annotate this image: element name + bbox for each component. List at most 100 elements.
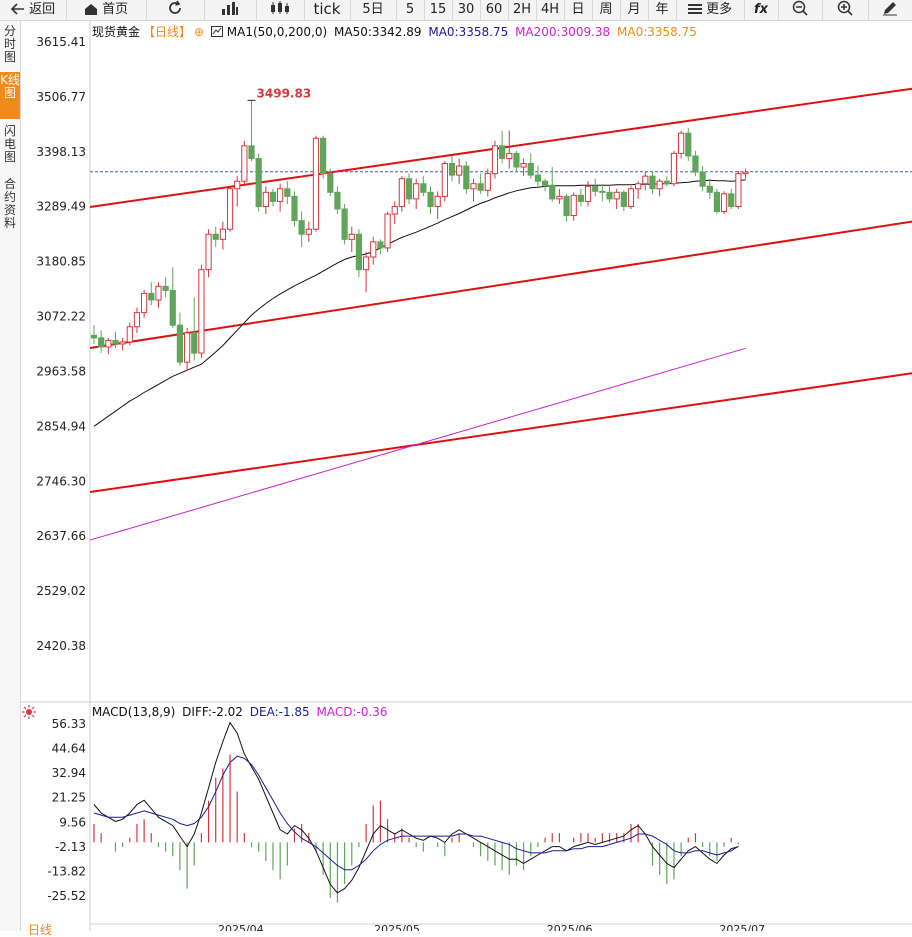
candle-body (699, 171, 706, 187)
candle-body (592, 185, 599, 192)
candle-body (685, 132, 692, 157)
macd-dea: DEA:-1.85 (249, 705, 310, 719)
formula-button[interactable]: fx (744, 0, 779, 20)
candle-body (405, 178, 413, 200)
diff-line (93, 721, 739, 894)
y-tick-label: 3398.13 (36, 145, 86, 159)
y-tick-label: 2854.94 (36, 419, 86, 433)
macd-y-tick-label: 56.33 (52, 717, 86, 731)
candle-body (277, 188, 284, 202)
candle-body (162, 285, 169, 291)
candle-body (141, 292, 148, 314)
tab-period-3[interactable]: 15 (424, 0, 453, 20)
candle-body (663, 180, 670, 185)
tab-period-1[interactable]: 5日 (350, 0, 397, 20)
candle-body (420, 183, 427, 193)
legend-period: 【日线】 (143, 25, 192, 39)
indicator-button[interactable] (256, 0, 305, 20)
macd-panel: 56.33 44.64 32.94 21.25 9.56 -2.13 -13.82 -25.5… (47, 717, 740, 903)
candle-body (241, 145, 248, 182)
more-button[interactable]: 更多 (676, 0, 745, 20)
candle-body (541, 180, 549, 186)
tab-period-0[interactable]: tick (304, 0, 351, 20)
formula-icon: fx (753, 2, 769, 17)
y-tick-label: 3615.41 (36, 35, 86, 49)
candle-body (105, 339, 112, 348)
y-tick-label: 2746.30 (36, 474, 86, 488)
sidebar-item-flash[interactable]: 闪电图 (3, 124, 16, 164)
candle-body (720, 193, 728, 213)
kline-style-button[interactable] (204, 0, 257, 20)
x-tick-label: 2025/04 (218, 923, 264, 931)
candle-body (649, 175, 656, 190)
candle-body (126, 326, 133, 343)
macd-name: MACD(13,8,9) (91, 705, 176, 719)
tab-period-5[interactable]: 60 (480, 0, 509, 20)
home-label: 首页 (102, 2, 129, 17)
candle-body (90, 334, 98, 339)
y-tick-label: 2963.58 (36, 364, 86, 378)
candle-body (183, 332, 191, 363)
zoom-in-button[interactable] (822, 0, 869, 20)
candle-body (255, 157, 262, 207)
tab-period-2[interactable]: 5 (396, 0, 425, 20)
tab-period-4[interactable]: 30 (452, 0, 481, 20)
back-button[interactable]: 返回 (0, 0, 67, 20)
legend-ma1: MA1(50,0,200,0) (226, 25, 328, 39)
candle-body (448, 163, 456, 176)
candle-body (570, 194, 577, 217)
bottom-period-label: 日线 (28, 923, 53, 937)
candle-body (205, 233, 212, 271)
sun-settings-icon[interactable] (22, 705, 36, 719)
y-tick-label: 3506.77 (36, 90, 86, 104)
y-tick-label: 3072.22 (36, 310, 86, 324)
macd-y-tick-label: 32.94 (52, 766, 86, 780)
candle-body (456, 165, 463, 176)
macd-y-tick-label: -13.82 (47, 864, 86, 878)
candle-body (613, 191, 620, 200)
candle-body (477, 183, 484, 191)
zoom-out-icon (792, 0, 808, 16)
draw-tool-button[interactable] (868, 0, 912, 20)
candle-body (191, 332, 198, 354)
sidebar-item-kline[interactable]: K线图 (0, 72, 20, 119)
sidebar-item-contract-info[interactable]: 合约资料 (3, 177, 16, 230)
home-button[interactable]: 首页 (66, 0, 147, 20)
candle-body (620, 191, 627, 207)
tab-period-8[interactable]: 日 (564, 0, 593, 20)
candle-body (370, 241, 377, 258)
legend-ma0b: MA0:3358.75 (617, 25, 697, 39)
macd-y-tick-label: -2.13 (55, 840, 86, 854)
candle-body (119, 341, 126, 345)
add-indicator-icon[interactable]: ⊕ (194, 25, 205, 39)
y-tick-label: 2529.02 (36, 584, 86, 598)
price-panel: 3615.41 3506.77 3398.13 3289.49 3180.85 3072.… (20, 20, 912, 931)
zoom-out-button[interactable] (778, 0, 823, 20)
tab-period-6[interactable]: 2H (508, 0, 537, 20)
candle-body (348, 233, 355, 240)
candle-body (362, 256, 370, 271)
tab-period-11[interactable]: 年 (648, 0, 677, 20)
legend-ma0: MA0:3358.75 (428, 25, 509, 39)
pencil-icon (883, 2, 897, 16)
sidebar-item-timeshare[interactable]: 分时图 (3, 24, 16, 64)
tab-period-9[interactable]: 周 (592, 0, 621, 20)
channel-line (89, 220, 912, 349)
sidebar: 分时图 K线图 闪电图 合约资料 (0, 21, 21, 931)
candle-body (642, 175, 649, 185)
candle-body (212, 233, 219, 240)
refresh-button[interactable] (146, 0, 205, 20)
candle-body (98, 337, 105, 348)
candle-body (742, 171, 749, 175)
candle-body (513, 152, 520, 168)
candle-body (506, 152, 513, 159)
indicator-settings-icon[interactable] (210, 26, 223, 37)
candle-body (391, 205, 398, 215)
bar-chart-icon (222, 2, 238, 15)
candles-icon (271, 1, 289, 14)
tab-period-7[interactable]: 4H (536, 0, 565, 20)
candle-body (520, 163, 527, 168)
dea-line (93, 755, 739, 871)
candle-body (312, 137, 320, 230)
tab-period-10[interactable]: 月 (620, 0, 649, 20)
